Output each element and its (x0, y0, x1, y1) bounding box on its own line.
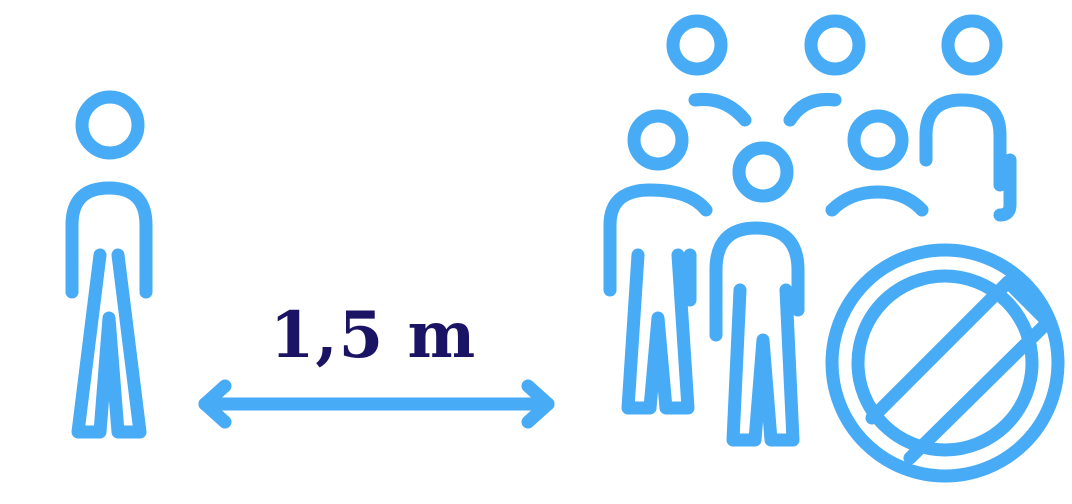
person-icon (65, 90, 153, 439)
double-arrow-icon (198, 379, 555, 429)
crowd-icon (603, 14, 1017, 447)
distance-label: 1,5 m (269, 298, 477, 373)
no-entry-icon (825, 243, 1065, 483)
